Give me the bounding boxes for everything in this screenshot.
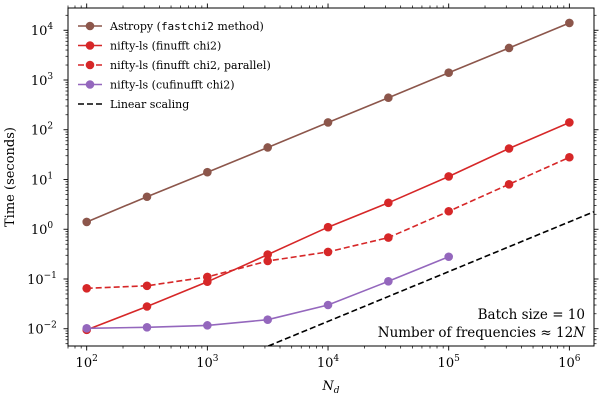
annotation-frequencies: Number of frequencies ≈ 12N <box>378 325 586 341</box>
annotations: Batch size = 10 Number of frequencies ≈ 1… <box>378 307 586 341</box>
legend-marker <box>85 41 95 50</box>
series-line <box>86 156 570 290</box>
data-point <box>203 167 212 177</box>
data-point <box>263 315 272 325</box>
y-tick-label: 102 <box>31 122 53 139</box>
y-tick-label: 104 <box>31 22 54 39</box>
data-point <box>82 324 91 333</box>
data-point <box>444 68 453 78</box>
x-tick-label: 102 <box>76 354 98 371</box>
legend-marker <box>85 60 95 70</box>
data-point <box>323 222 333 232</box>
data-point <box>504 144 514 153</box>
data-point <box>565 18 574 28</box>
data-point <box>142 322 152 332</box>
data-point <box>142 192 152 202</box>
legend-marker <box>85 21 95 31</box>
x-tick-label: 106 <box>558 354 581 371</box>
series-2 <box>82 152 574 293</box>
data-point <box>444 252 453 262</box>
data-point <box>203 272 212 282</box>
data-point <box>384 93 393 103</box>
data-point <box>203 321 212 330</box>
data-point <box>384 198 393 208</box>
x-tick-label: 103 <box>196 354 219 371</box>
data-point <box>565 118 574 127</box>
series-3 <box>82 252 453 333</box>
legend-entry: nifty-ls (cufinufft chi2) <box>110 79 235 92</box>
data-point <box>444 172 453 181</box>
data-point <box>565 152 574 162</box>
legend-entry: nifty-ls (finufft chi2) <box>110 40 221 53</box>
axis-ticks: 102 103 104 105 106 10−2 10−1 100 101 102 103 104 <box>27 3 599 371</box>
data-point <box>384 233 393 242</box>
series-0 <box>82 18 574 227</box>
x-tick-label: 105 <box>438 354 461 371</box>
data-point <box>384 276 393 286</box>
series-group <box>82 18 594 346</box>
legend-marker <box>85 80 95 89</box>
legend-entry: nifty-ls (finufft chi2, parallel) <box>110 59 271 72</box>
data-point <box>142 281 152 291</box>
x-axis-label: Nd <box>321 379 339 396</box>
y-tick-label: 101 <box>31 171 53 188</box>
data-point <box>323 118 333 127</box>
annotation-batch-size: Batch size = 10 <box>478 307 585 323</box>
plot-area-frame <box>67 7 595 347</box>
data-point <box>504 43 514 53</box>
y-axis-label: Time (seconds) <box>3 127 18 227</box>
series-4 <box>267 210 594 346</box>
data-point <box>82 284 91 293</box>
y-tick-label: 103 <box>31 72 54 89</box>
y-tick-label: 100 <box>31 221 54 238</box>
x-tick-label: 104 <box>317 354 340 371</box>
data-point <box>82 217 91 227</box>
data-point <box>263 250 272 259</box>
legend-entry: Linear scaling <box>110 98 189 111</box>
data-point <box>323 300 333 310</box>
data-point <box>323 247 333 257</box>
y-tick-label: 10−2 <box>27 321 57 338</box>
series-line <box>267 210 594 346</box>
legend: Astropy (fastchi2 method) nifty-ls (finuf… <box>78 20 271 111</box>
data-point <box>504 180 514 189</box>
data-point <box>142 302 152 311</box>
data-point <box>263 256 272 266</box>
legend-entry: Astropy (fastchi2 method) <box>109 20 264 33</box>
y-tick-label: 10−1 <box>27 271 57 288</box>
data-point <box>444 206 453 216</box>
data-point <box>263 143 272 152</box>
